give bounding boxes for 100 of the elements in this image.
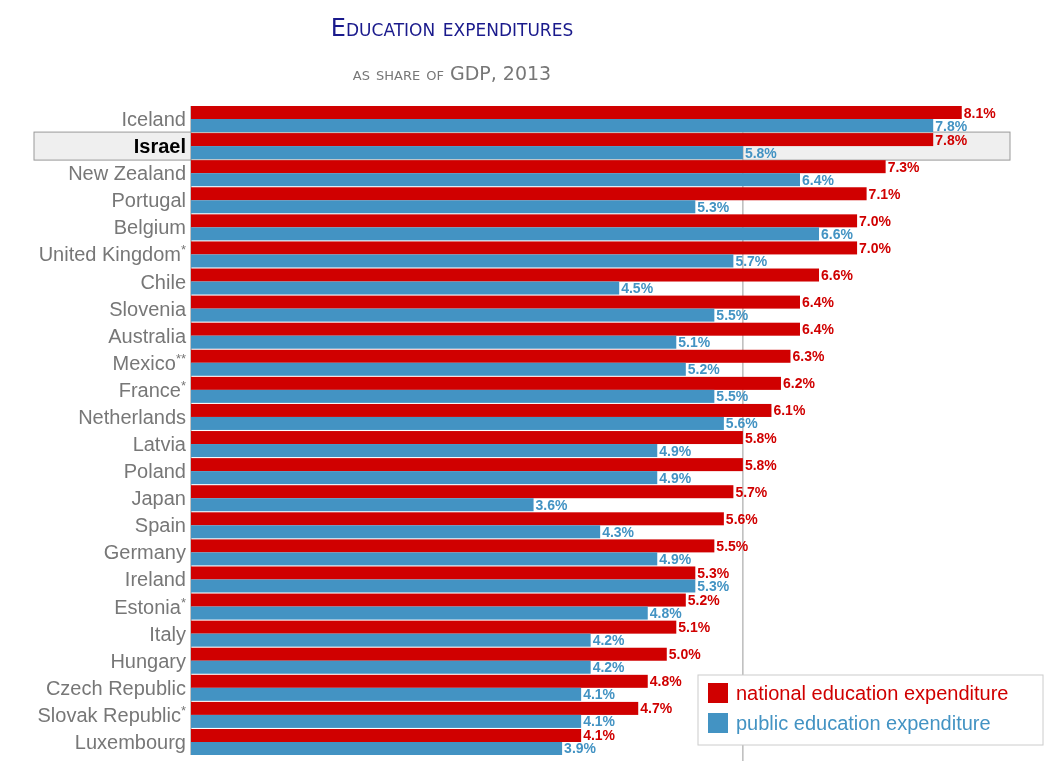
y-tick-label: Estonia$^{*}$ [114, 594, 186, 618]
bar [191, 579, 696, 593]
bar [191, 254, 734, 268]
y-tick-label: Ireland [124, 568, 186, 591]
data-label: 5.8% [744, 456, 778, 473]
legend-label: public education expenditure [736, 712, 991, 734]
data-label: 4.9% [659, 442, 692, 459]
data-label: 5.2% [687, 361, 721, 378]
bar [191, 687, 582, 701]
data-label: 4.9% [659, 550, 692, 567]
bar [191, 335, 677, 349]
bar [191, 349, 791, 363]
data-label: 5.6% [725, 415, 759, 432]
data-label: 7.3% [887, 158, 921, 175]
data-label: 6.4% [801, 321, 835, 338]
data-label: 4.3% [602, 523, 635, 540]
data-label: 4.8% [649, 673, 683, 690]
data-label: 4.2% [592, 632, 626, 649]
y-tick-label: Czech Republic [45, 676, 186, 699]
data-label: 5.0% [668, 646, 702, 663]
data-label: 6.4% [801, 171, 835, 188]
bar [191, 525, 601, 539]
data-label: 4.1% [583, 686, 616, 703]
bar [191, 660, 591, 674]
y-tick-label: New Zealand [68, 162, 186, 185]
bar [191, 647, 667, 661]
bar [191, 498, 534, 512]
y-tick-label: United Kingdom$^{*}$ [38, 241, 186, 266]
bar [191, 444, 658, 458]
bar [191, 566, 696, 580]
bar [191, 552, 658, 566]
data-label: 6.1% [773, 402, 806, 419]
data-label: 5.1% [678, 334, 711, 351]
bar [191, 227, 820, 241]
bar [191, 620, 677, 634]
bar [191, 714, 582, 728]
data-label: 5.6% [725, 510, 759, 527]
data-label: 4.5% [621, 280, 654, 297]
bar [191, 458, 743, 472]
bar [191, 281, 620, 295]
bar [191, 403, 772, 417]
data-label: 5.2% [687, 592, 721, 609]
y-tick-label: Spain [134, 514, 186, 537]
bar [191, 376, 781, 390]
bar [191, 200, 696, 214]
data-label: 7.1% [868, 185, 902, 202]
data-label: 5.5% [716, 537, 749, 554]
bar [191, 187, 867, 201]
y-tick-label: Mexico$^{**}$ [112, 350, 186, 374]
data-label: 4.2% [592, 659, 626, 676]
bar [191, 416, 724, 430]
y-tick-label: Luxembourg [74, 731, 186, 753]
bar [191, 173, 800, 187]
y-tick-label: Israel [133, 135, 186, 158]
bar [191, 742, 563, 755]
y-tick-label: Japan [131, 487, 186, 510]
bar [191, 606, 648, 620]
data-label: 4.1% [583, 713, 616, 730]
bar [191, 729, 582, 742]
bar [191, 295, 800, 309]
data-label: 6.6% [821, 267, 854, 284]
bar [191, 431, 743, 445]
y-tick-label: Netherlands [78, 405, 186, 428]
data-label: 7.8% [935, 131, 968, 148]
data-label: 4.9% [659, 469, 692, 486]
y-tick-label: Australia [108, 324, 187, 347]
y-tick-label: Italy [149, 622, 186, 645]
bar [191, 593, 686, 607]
data-label: 3.6% [535, 496, 569, 513]
y-tick-label: Slovenia [109, 297, 187, 320]
bar [191, 674, 648, 688]
y-tick-label: Slovak Republic$^{*}$ [37, 702, 186, 726]
data-label: 5.1% [678, 619, 711, 636]
bar [191, 268, 820, 282]
y-tick-label: Belgium [113, 216, 186, 239]
chart-subtitle: as share of GDP, 2013 [352, 62, 552, 84]
data-label: 5.7% [735, 483, 768, 500]
data-label: 6.6% [821, 225, 854, 242]
legend-label: national education expenditure [736, 682, 1009, 704]
data-label: 6.3% [792, 348, 825, 365]
chart-title: Education expenditures [330, 14, 574, 42]
data-label: 7.0% [859, 212, 892, 229]
data-label: 5.5% [716, 307, 749, 324]
bar [191, 633, 591, 647]
bar [191, 106, 962, 119]
y-tick-label: Poland [123, 460, 186, 483]
data-label: 5.7% [735, 252, 768, 269]
data-label: 5.3% [697, 198, 730, 215]
bar [191, 362, 686, 376]
data-label: 5.8% [744, 144, 778, 161]
y-tick-label: Portugal [111, 189, 186, 212]
y-tick-label: Germany [103, 541, 186, 564]
data-label: 6.2% [782, 375, 816, 392]
bar [191, 701, 639, 715]
bar [191, 539, 715, 553]
bar [191, 389, 715, 403]
data-label: 6.4% [801, 294, 835, 311]
bar [191, 214, 858, 228]
data-label: 7.0% [859, 239, 892, 256]
data-label: 5.5% [716, 388, 749, 405]
